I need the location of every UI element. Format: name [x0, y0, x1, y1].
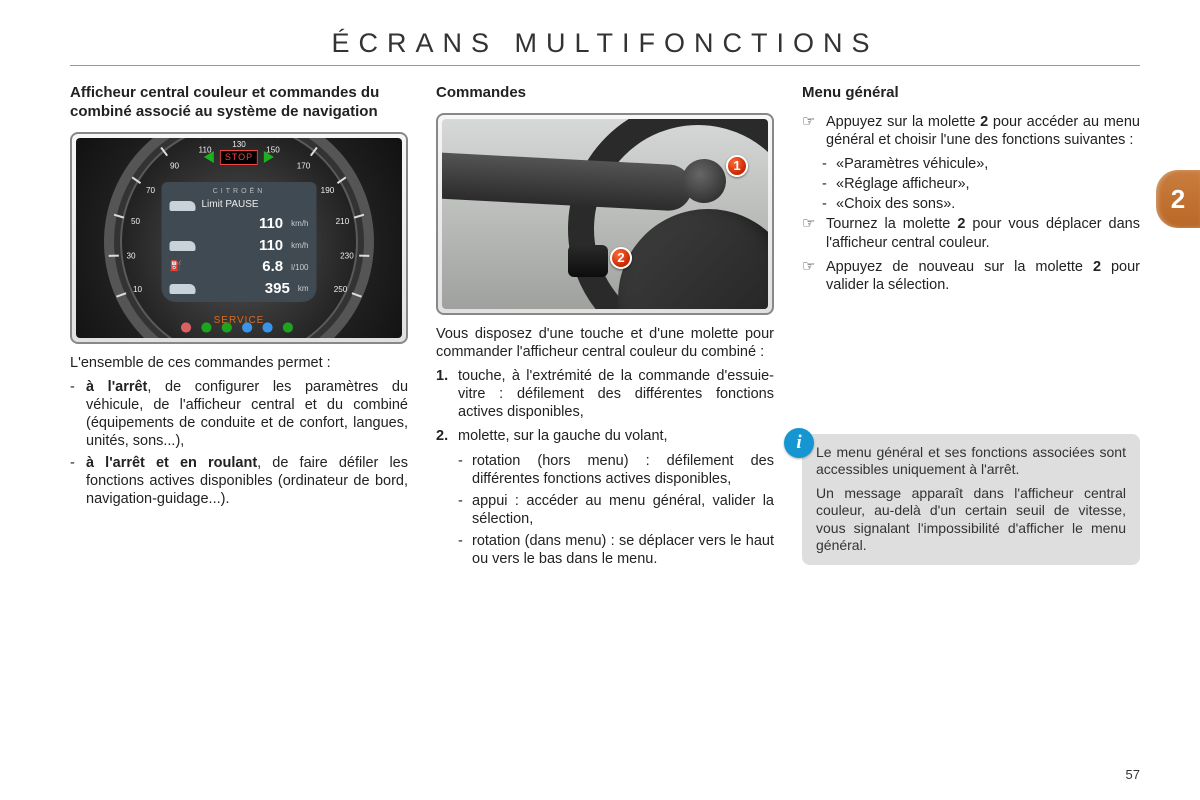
svg-text:30: 30 — [127, 251, 137, 260]
svg-text:150: 150 — [266, 145, 280, 154]
svg-text:170: 170 — [297, 161, 311, 170]
list-item: 2.molette, sur la gauche du volant, — [436, 427, 774, 445]
callout-badge-2: 2 — [610, 247, 632, 269]
middle-intro: Vous disposez d'une touche et d'une mole… — [436, 325, 774, 361]
svg-text:250: 250 — [334, 285, 348, 294]
list-item: ☞Tournez la molette 2 pour vous déplacer… — [802, 215, 1140, 251]
svg-text:50: 50 — [131, 217, 141, 226]
left-intro: L'ensemble de ces commandes permet : — [70, 354, 408, 372]
list-item: ☞Appuyez de nouveau sur la molette 2 pou… — [802, 258, 1140, 294]
list-item: ☞Appuyez sur la molette 2 pour accéder a… — [802, 113, 1140, 149]
middle-numlist: 1.touche, à l'extrémité de la commande d… — [436, 367, 774, 568]
callout-badge-1: 1 — [726, 155, 748, 177]
right-points: ☞Appuyez sur la molette 2 pour accéder a… — [802, 113, 1140, 294]
page-title: ÉCRANS MULTIFONCTIONS — [70, 28, 1140, 59]
chapter-tab: 2 — [1156, 170, 1200, 228]
svg-text:210: 210 — [336, 217, 350, 226]
right-heading: Menu général — [802, 84, 1140, 103]
column-middle: Commandes 1 2 Vous disposez d'une touche… — [436, 84, 774, 572]
info-p1: Le menu général et ses fonctions associé… — [816, 444, 1126, 479]
svg-text:230: 230 — [340, 251, 354, 260]
svg-text:90: 90 — [170, 161, 180, 170]
svg-text:110: 110 — [199, 145, 212, 154]
title-rule — [70, 65, 1140, 66]
list-item: -«Choix des sons». — [822, 195, 1140, 213]
info-p2: Un message apparaît dans l'afficheur cen… — [816, 485, 1126, 555]
column-left: Afficheur central couleur et commandes d… — [70, 84, 408, 572]
svg-text:130: 130 — [232, 140, 246, 149]
stalk-frame: 1 2 — [436, 113, 774, 315]
list-item: -«Paramètres véhicule», — [822, 155, 1140, 173]
left-bullets: -à l'arrêt, de configurer les paramètres… — [70, 378, 408, 509]
thumbwheel — [568, 245, 608, 277]
list-item: -«Réglage afficheur», — [822, 175, 1140, 193]
middle-heading: Commandes — [436, 84, 774, 103]
list-item: -à l'arrêt, de configurer les paramètres… — [70, 378, 408, 451]
stalk-image: 1 2 — [442, 119, 768, 309]
list-item: 1.touche, à l'extrémité de la commande d… — [436, 367, 774, 421]
speedometer-frame: STOP CITROËN Limit PAUSE 110km/h 110km/h… — [70, 132, 408, 344]
speedo-ticks: 10 30 50 70 90 110 130 150 170 190 210 230 250 — [76, 138, 402, 338]
svg-text:70: 70 — [146, 186, 156, 195]
page-number: 57 — [1126, 767, 1140, 782]
list-item: -à l'arrêt et en roulant, de faire défil… — [70, 454, 408, 508]
svg-text:190: 190 — [321, 186, 335, 195]
column-right: Menu général ☞Appuyez sur la molette 2 p… — [802, 84, 1140, 572]
info-icon: i — [784, 428, 814, 458]
svg-text:10: 10 — [133, 285, 143, 294]
info-box: i Le menu général et ses fonctions assoc… — [802, 434, 1140, 565]
left-heading: Afficheur central couleur et commandes d… — [70, 84, 408, 122]
speedometer-image: STOP CITROËN Limit PAUSE 110km/h 110km/h… — [76, 138, 402, 338]
